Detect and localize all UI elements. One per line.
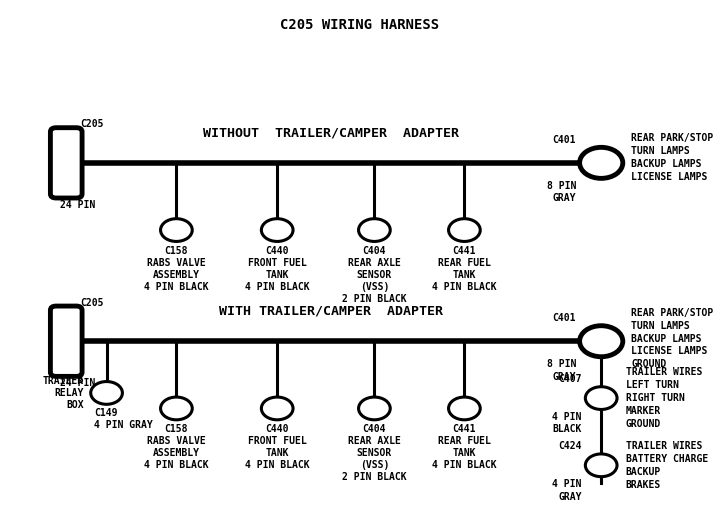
Circle shape — [449, 219, 480, 241]
Text: C205 WIRING HARNESS: C205 WIRING HARNESS — [280, 18, 440, 32]
Circle shape — [161, 397, 192, 420]
Circle shape — [585, 454, 617, 477]
Text: 24 PIN: 24 PIN — [60, 200, 95, 210]
Text: C205: C205 — [80, 298, 104, 308]
Circle shape — [91, 382, 122, 404]
Text: C440
FRONT FUEL
TANK
4 PIN BLACK: C440 FRONT FUEL TANK 4 PIN BLACK — [245, 424, 310, 470]
Circle shape — [449, 397, 480, 420]
Text: REAR PARK/STOP
TURN LAMPS
BACKUP LAMPS
LICENSE LAMPS
GROUND: REAR PARK/STOP TURN LAMPS BACKUP LAMPS L… — [631, 308, 714, 369]
Text: C205: C205 — [80, 119, 104, 129]
Text: C158
RABS VALVE
ASSEMBLY
4 PIN BLACK: C158 RABS VALVE ASSEMBLY 4 PIN BLACK — [144, 424, 209, 470]
Text: REAR PARK/STOP
TURN LAMPS
BACKUP LAMPS
LICENSE LAMPS: REAR PARK/STOP TURN LAMPS BACKUP LAMPS L… — [631, 133, 714, 182]
Text: 4 PIN
GRAY: 4 PIN GRAY — [552, 479, 582, 501]
Text: C401: C401 — [552, 313, 576, 323]
FancyBboxPatch shape — [50, 306, 82, 376]
Text: 8 PIN
GRAY: 8 PIN GRAY — [546, 181, 576, 203]
Text: WITHOUT  TRAILER/CAMPER  ADAPTER: WITHOUT TRAILER/CAMPER ADAPTER — [203, 127, 459, 140]
Circle shape — [161, 219, 192, 241]
Text: C158
RABS VALVE
ASSEMBLY
4 PIN BLACK: C158 RABS VALVE ASSEMBLY 4 PIN BLACK — [144, 246, 209, 292]
Text: 8 PIN
GRAY: 8 PIN GRAY — [546, 359, 576, 382]
Text: C401: C401 — [552, 135, 576, 145]
Text: 4 PIN
BLACK: 4 PIN BLACK — [552, 412, 582, 434]
Text: C440
FRONT FUEL
TANK
4 PIN BLACK: C440 FRONT FUEL TANK 4 PIN BLACK — [245, 246, 310, 292]
Circle shape — [359, 219, 390, 241]
Text: C404
REAR AXLE
SENSOR
(VSS)
2 PIN BLACK: C404 REAR AXLE SENSOR (VSS) 2 PIN BLACK — [342, 424, 407, 482]
Text: TRAILER
RELAY
BOX: TRAILER RELAY BOX — [42, 376, 84, 410]
Text: WITH TRAILER/CAMPER  ADAPTER: WITH TRAILER/CAMPER ADAPTER — [219, 305, 444, 318]
Text: C441
REAR FUEL
TANK
4 PIN BLACK: C441 REAR FUEL TANK 4 PIN BLACK — [432, 246, 497, 292]
Circle shape — [580, 326, 623, 357]
Text: TRAILER WIRES
LEFT TURN
RIGHT TURN
MARKER
GROUND: TRAILER WIRES LEFT TURN RIGHT TURN MARKE… — [626, 368, 702, 429]
Text: C407: C407 — [558, 374, 582, 384]
Text: C404
REAR AXLE
SENSOR
(VSS)
2 PIN BLACK: C404 REAR AXLE SENSOR (VSS) 2 PIN BLACK — [342, 246, 407, 303]
Text: 24 PIN: 24 PIN — [60, 378, 95, 388]
FancyBboxPatch shape — [50, 128, 82, 198]
Circle shape — [580, 147, 623, 178]
Circle shape — [359, 397, 390, 420]
Circle shape — [261, 397, 293, 420]
Text: C441
REAR FUEL
TANK
4 PIN BLACK: C441 REAR FUEL TANK 4 PIN BLACK — [432, 424, 497, 470]
Circle shape — [585, 387, 617, 409]
Text: C424: C424 — [558, 442, 582, 451]
Text: C149
4 PIN GRAY: C149 4 PIN GRAY — [94, 408, 153, 431]
Circle shape — [261, 219, 293, 241]
Text: TRAILER WIRES
BATTERY CHARGE
BACKUP
BRAKES: TRAILER WIRES BATTERY CHARGE BACKUP BRAK… — [626, 441, 708, 490]
